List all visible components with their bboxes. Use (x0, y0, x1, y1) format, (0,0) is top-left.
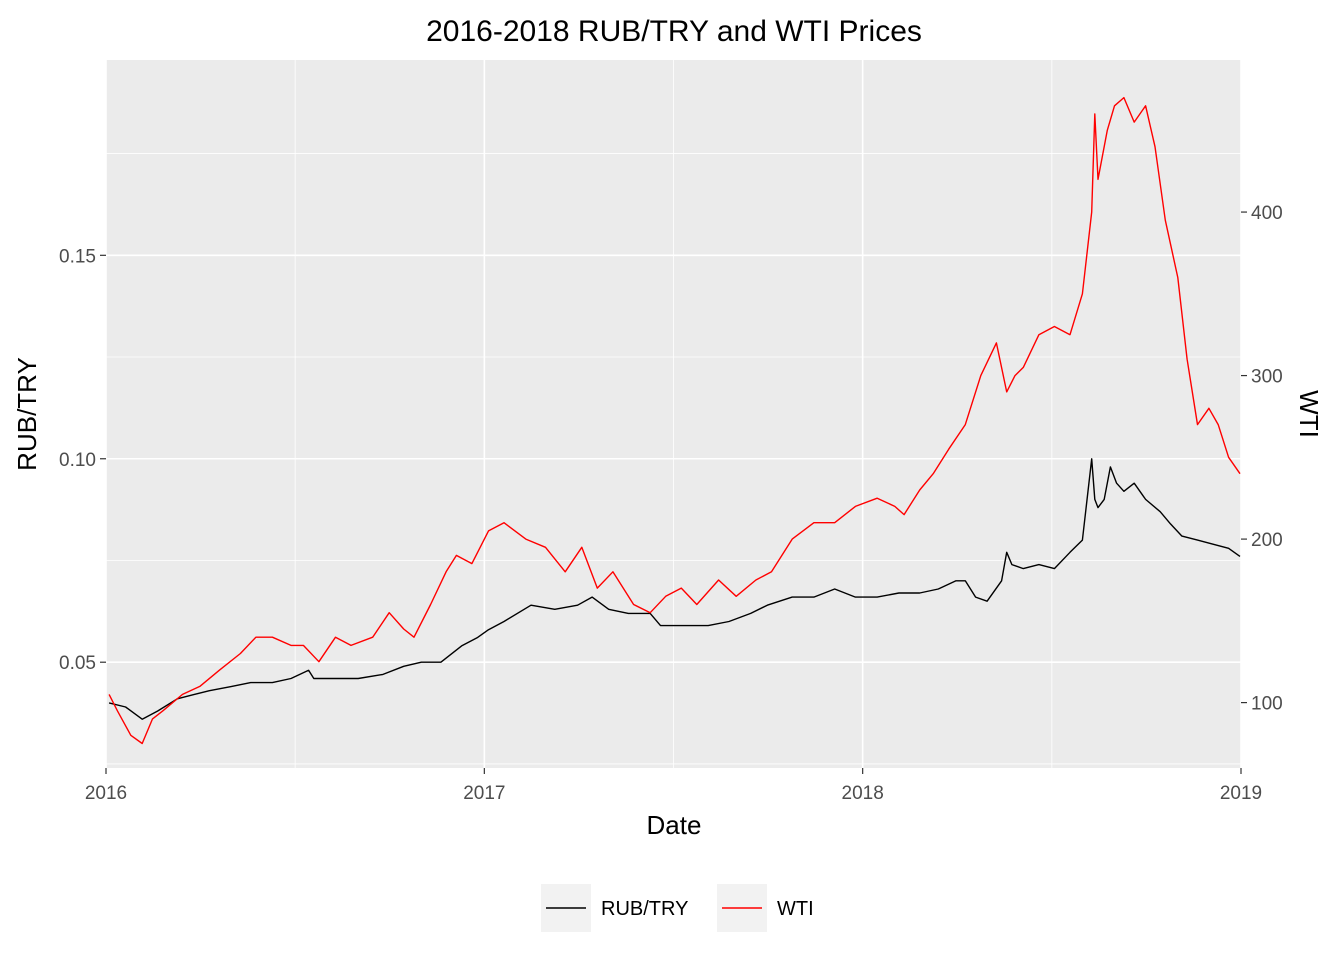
series-line-wti (108, 96, 1241, 745)
legend-label-rub: RUB/TRY (601, 898, 688, 920)
y2-tick-label: 100 (1251, 694, 1283, 715)
legend: RUB/TRY WTI (541, 884, 814, 932)
major-gridlines (105, 60, 1242, 768)
minor-gridlines (106, 60, 1241, 768)
y2-axis-title: WTI (1294, 390, 1324, 438)
legend-label-wti: WTI (777, 898, 814, 920)
y-tick-label: 0.10 (59, 450, 96, 471)
axes-layer: 2016 2017 2018 2019 0.05 0.10 0.15 100 200 300 400 (59, 203, 1283, 804)
x-axis-title: Date (647, 810, 702, 840)
x-tick-label: 2017 (463, 783, 505, 804)
chart-title: 2016-2018 RUB/TRY and WTI Prices (426, 15, 922, 48)
x-tick-label: 2018 (842, 783, 884, 804)
x-tick-label: 2019 (1220, 783, 1262, 804)
y2-tick-label: 300 (1251, 367, 1283, 388)
series-layer (108, 96, 1241, 745)
y2-tick-label: 200 (1251, 530, 1283, 551)
x-tick-label: 2016 (85, 783, 127, 804)
series-line-rub-try (108, 458, 1241, 720)
y-axis-title: RUB/TRY (12, 357, 42, 471)
y-tick-label: 0.05 (59, 653, 96, 674)
y-tick-label: 0.15 (59, 246, 96, 267)
y2-tick-label: 400 (1251, 203, 1283, 224)
